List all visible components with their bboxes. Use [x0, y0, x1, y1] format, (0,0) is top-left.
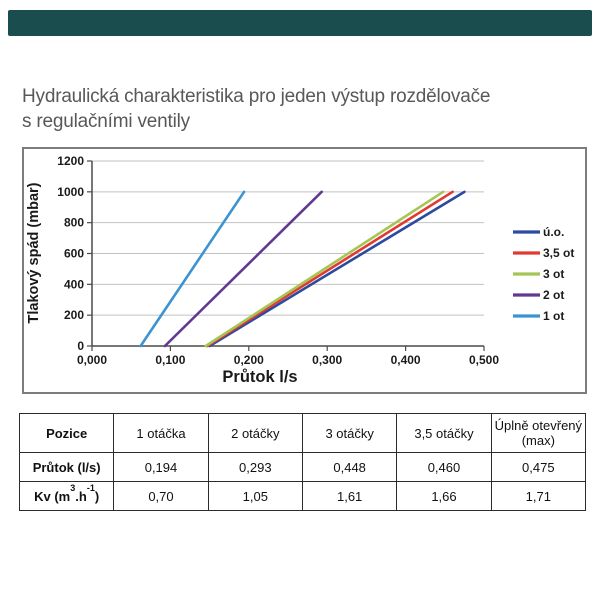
legend-label: 3,5 ot: [543, 246, 574, 260]
value-cell: 1,61: [301, 481, 398, 511]
series-line-1-ot: [139, 190, 246, 348]
y-tick-label: 600: [64, 247, 84, 261]
page-title-line1: Hydraulická charakteristika pro jeden vý…: [22, 86, 491, 107]
row-label-cell: Průtok (l/s): [18, 452, 115, 482]
table-header-cell: 3,5 otáčky: [396, 413, 492, 453]
value-cell: 0,194: [113, 452, 209, 482]
hydraulic-chart: 0 200 400 600 800 1000 1200 0,000 0,100 0,200 0,30…: [22, 147, 587, 394]
y-tick-label: 200: [64, 308, 84, 322]
value-cell: 1,05: [207, 481, 303, 511]
table-header-cell: Pozice: [18, 413, 115, 453]
table-header-cell: 1 otáčka: [113, 413, 209, 453]
y-tick-label: 400: [64, 277, 84, 291]
y-tick-label: 1000: [57, 185, 84, 199]
table-row: Průtok (l/s) 0,194 0,293 0,448 0,460 0,475: [18, 452, 587, 482]
y-tick-label: 1200: [57, 154, 84, 168]
page-title-line2: s regulačními ventily: [22, 111, 190, 132]
table-header-row: Pozice 1 otáčka 2 otáčky 3 otáčky 3,5 otáčky…: [18, 413, 587, 453]
legend-label: ú.o.: [543, 225, 564, 239]
table-header-cell: 3 otáčky: [301, 413, 398, 453]
header-bar: [8, 10, 592, 36]
legend-label: 3 ot: [543, 267, 564, 281]
x-tick-label: 0,200: [234, 353, 264, 367]
table-header-cell: 2 otáčky: [207, 413, 303, 453]
series-line-3-ot: [204, 190, 445, 348]
series-line-3-5-ot: [205, 190, 454, 348]
x-axis-title: Průtok l/s: [222, 368, 297, 386]
page-title: Hydraulická charakteristika pro jeden vý…: [22, 84, 490, 134]
table-header-cell: Úplně otevřený (max): [490, 413, 587, 453]
row-label-cell: Kv (m3.h-1): [18, 481, 115, 511]
value-cell: 0,293: [207, 452, 303, 482]
value-cell: 1,66: [396, 481, 492, 511]
legend-label: 2 ot: [543, 288, 564, 302]
value-cell: 0,70: [113, 481, 209, 511]
x-tick-label: 0,400: [391, 353, 421, 367]
value-cell: 0,460: [396, 452, 492, 482]
spec-table: Pozice 1 otáčka 2 otáčky 3 otáčky 3,5 otáčky…: [18, 413, 587, 511]
x-tick-label: 0,000: [77, 353, 107, 367]
table-row: Kv (m3.h-1) 0,70 1,05 1,61 1,66 1,71: [18, 481, 587, 511]
value-cell: 1,71: [490, 481, 587, 511]
series-line--o-: [208, 190, 466, 348]
legend-label: 1 ot: [543, 309, 564, 323]
value-cell: 0,475: [490, 452, 587, 482]
x-tick-label: 0,100: [155, 353, 185, 367]
y-tick-label: 800: [64, 216, 84, 230]
y-axis-title: Tlakový spád (mbar): [26, 182, 42, 323]
x-tick-label: 0,300: [312, 353, 342, 367]
chart-canvas: 0 200 400 600 800 1000 1200 0,000 0,100 0,200 0,30…: [26, 154, 574, 386]
series-line-2-ot: [163, 190, 324, 348]
x-tick-label: 0,500: [469, 353, 499, 367]
y-tick-label: 0: [77, 339, 84, 353]
value-cell: 0,448: [301, 452, 398, 482]
